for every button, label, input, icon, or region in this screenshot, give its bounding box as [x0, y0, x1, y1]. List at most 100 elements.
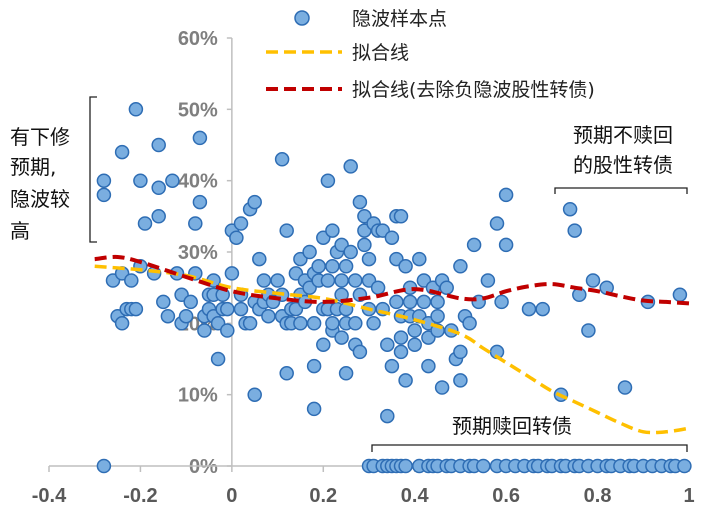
x-tick-label: 0.6: [492, 485, 520, 507]
scatter-point: [128, 102, 144, 117]
scatter-point: [156, 294, 171, 310]
scatter-point: [453, 344, 468, 360]
scatter-point: [366, 316, 381, 331]
scatter-point: [137, 216, 153, 231]
scatter-point: [384, 358, 400, 374]
y-tick-label: 60%: [178, 28, 218, 50]
scatter-point: [124, 273, 139, 288]
scatter-point: [521, 301, 537, 317]
legend-fit-all-label: 拟合线: [352, 42, 409, 64]
scatter-point: [439, 280, 454, 295]
x-tick-label: 0.4: [401, 485, 430, 507]
scatter-point: [334, 273, 349, 288]
scatter-point: [535, 301, 550, 317]
scatter-point: [585, 273, 601, 288]
scatter-point: [229, 230, 244, 245]
scatter-point: [96, 173, 112, 188]
scatter-point: [412, 251, 427, 267]
right-bracket: [554, 187, 688, 194]
scatter-point: [256, 273, 272, 288]
legend-fit-excl-label: 拟合线(去除负隐波股性转债): [352, 79, 595, 101]
scatter-point: [178, 308, 194, 324]
annotation-left-line4: 高: [10, 219, 30, 243]
scatter-point: [348, 316, 363, 331]
y-tick-label: 10%: [178, 385, 218, 407]
scatter-point: [343, 159, 358, 174]
scatter-point: [498, 187, 514, 203]
scatter-point: [352, 194, 368, 210]
annotation-bottom: 预期赎回转债: [371, 414, 688, 452]
scatter-point: [306, 401, 322, 417]
scatter-point: [380, 337, 395, 352]
y-tick-label: 30%: [178, 242, 218, 264]
scatter-point: [320, 273, 336, 288]
scatter-point: [151, 180, 166, 196]
legend: 隐波样本点 拟合线 拟合线(去除负隐波股性转债): [266, 8, 595, 101]
scatter-point: [453, 373, 468, 388]
scatter-point: [325, 316, 340, 331]
scatter-point: [466, 237, 482, 253]
scatter-point: [343, 244, 358, 260]
scatter-point: [151, 209, 166, 224]
scatter-point: [361, 251, 377, 267]
scatter-point: [476, 458, 491, 474]
scatter-point: [421, 358, 436, 374]
scatter-point: [498, 237, 514, 253]
scatter-point: [306, 316, 322, 331]
scatter-point: [672, 287, 688, 303]
bottom-bracket: [371, 444, 688, 452]
x-tick-label: -0.4: [32, 485, 67, 507]
x-tick-label: -0.2: [123, 485, 157, 507]
scatter-point: [325, 259, 340, 274]
scatter-point: [96, 187, 112, 203]
annotation-bottom-label: 预期赎回转债: [452, 414, 572, 438]
scatter-point: [430, 308, 445, 324]
scatter-point: [311, 259, 326, 274]
annotation-right-line2: 的股性转债: [573, 153, 673, 177]
scatter-point: [302, 244, 317, 260]
y-tick-label: 0%: [189, 456, 218, 478]
scatter-point: [338, 259, 354, 274]
x-tick-label: 0: [226, 485, 237, 507]
scatter-point: [567, 223, 582, 238]
y-tick-label: 50%: [178, 99, 218, 121]
annotation-left-line2: 预期,: [10, 155, 56, 179]
scatter-point: [393, 330, 409, 345]
legend-points-label: 隐波样本点: [352, 8, 447, 30]
scatter-point: [416, 294, 432, 310]
scatter-point: [348, 273, 363, 288]
scatter-point: [480, 273, 496, 288]
scatter-point: [677, 458, 692, 474]
scatter-point: [357, 237, 372, 253]
scatter-point: [133, 173, 148, 188]
scatter-point: [247, 387, 262, 402]
fit-line-all: [94, 264, 690, 435]
scatter-point: [220, 301, 235, 317]
scatter-point: [247, 194, 262, 210]
scatter-point: [224, 266, 240, 281]
scatter-point: [114, 144, 130, 160]
y-axis-ticks: 0%10%20%30%40%50%60%: [178, 28, 232, 478]
scatter-point: [210, 351, 226, 367]
scatter-point: [261, 308, 276, 324]
annotation-left-line3: 隐波较: [10, 187, 70, 211]
x-tick-label: 0.2: [309, 485, 337, 507]
scatter-point: [220, 323, 235, 338]
scatter-point: [434, 380, 450, 395]
scatter-point: [338, 366, 354, 381]
scatter-point: [398, 373, 413, 388]
legend-point-marker: [294, 10, 310, 26]
x-tick-label: 1: [683, 485, 694, 507]
scatter-point: [252, 251, 267, 267]
scatter-point: [617, 380, 633, 395]
scatter-point: [453, 259, 468, 274]
scatter-point: [407, 337, 422, 352]
scatter-point: [316, 337, 331, 352]
scatter-point: [430, 294, 445, 310]
scatter-point: [96, 458, 112, 474]
scatter-point: [402, 294, 418, 310]
scatter-point: [279, 223, 294, 238]
fit-line-excluding: [94, 254, 690, 306]
scatter-point: [352, 344, 368, 360]
scatter-point: [114, 316, 130, 331]
